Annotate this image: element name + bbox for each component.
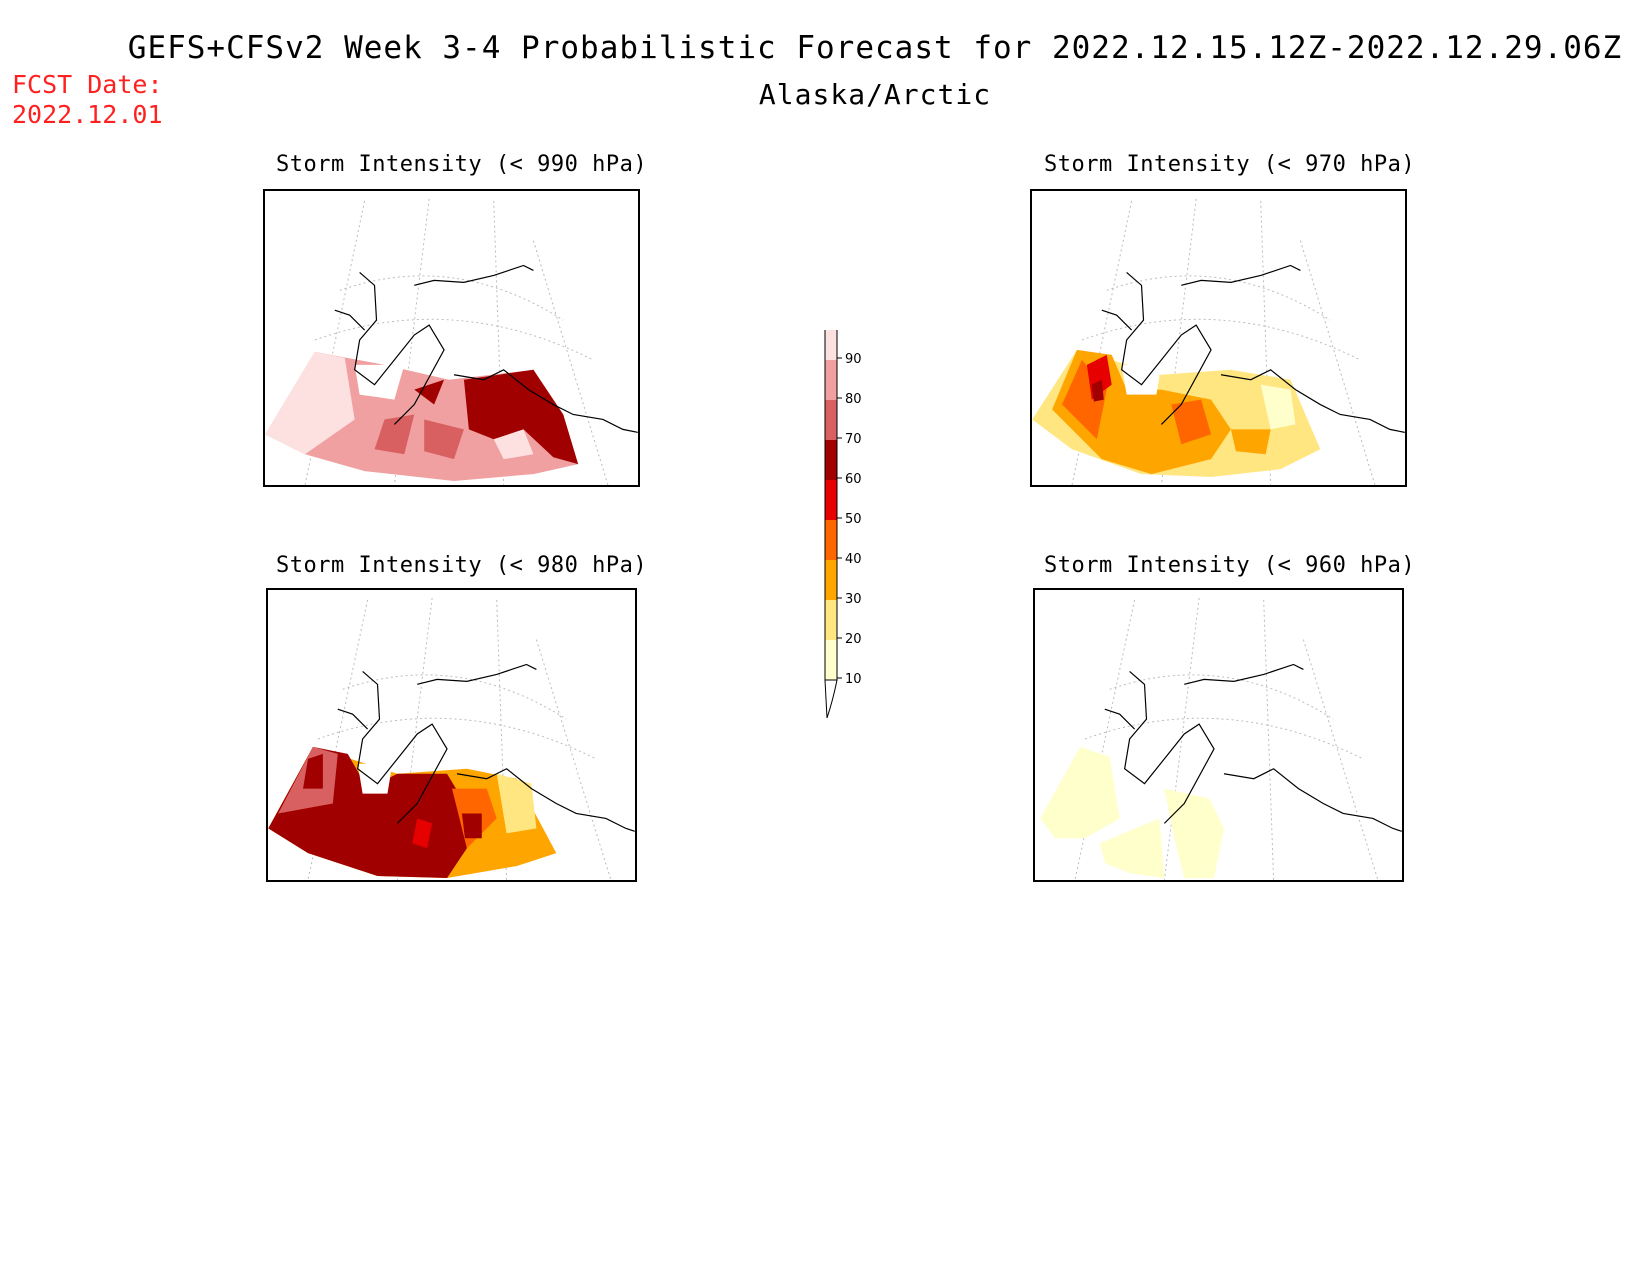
map-panel-970: [1030, 189, 1407, 487]
map-panel-980: [266, 588, 637, 882]
coastline: [337, 663, 635, 832]
fcst-date-label: FCST Date:: [12, 70, 163, 99]
colorbar-label-50: 50: [845, 512, 862, 527]
fcst-date-value: 2022.12.01: [12, 100, 163, 129]
colorbar-segment-8: [825, 360, 837, 400]
map-960-svg: [1040, 597, 1402, 880]
colorbar-label-40: 40: [845, 552, 862, 567]
shading-990: [265, 351, 579, 482]
colorbar-label-70: 70: [845, 432, 862, 447]
colorbar-label-90: 90: [845, 352, 862, 367]
panel-title-970: Storm Intensity (< 970 hPa): [1044, 152, 1416, 177]
colorbar-segment-7: [825, 400, 837, 440]
panel-title-980: Storm Intensity (< 980 hPa): [276, 553, 648, 578]
coastline: [334, 264, 638, 433]
colorbar-svg: 10 20 30 40 50 60 70 80 90: [824, 291, 862, 719]
colorbar-segment-5: [825, 480, 837, 520]
map-panel-990: [263, 189, 640, 487]
colorbar-bottom-tail: [824, 679, 838, 719]
colorbar-label-10: 10: [845, 672, 862, 687]
colorbar-label-30: 30: [845, 592, 862, 607]
colorbar-segment-9: [825, 320, 837, 360]
map-970-svg: [1032, 198, 1405, 485]
panel-title-960: Storm Intensity (< 960 hPa): [1044, 553, 1416, 578]
map-panel-960: [1033, 588, 1404, 882]
forecast-date-block: FCST Date: 2022.12.01: [12, 70, 163, 130]
region-subtitle: Alaska/Arctic: [758, 78, 992, 111]
probability-colorbar: 10 20 30 40 50 60 70 80 90: [815, 291, 885, 740]
main-title: GEFS+CFSv2 Week 3-4 Probabilistic Foreca…: [127, 30, 1623, 66]
map-980-svg: [268, 597, 635, 880]
colorbar-segment-1: [825, 640, 837, 680]
map-990-svg: [265, 198, 638, 485]
shading-970: [1032, 349, 1321, 478]
colorbar-label-20: 20: [845, 632, 862, 647]
coastline: [1101, 264, 1405, 433]
colorbar-label-80: 80: [845, 392, 862, 407]
colorbar-segment-3: [825, 560, 837, 600]
colorbar-label-60: 60: [845, 472, 862, 487]
colorbar-segment-4: [825, 520, 837, 560]
shading-980: [268, 746, 557, 879]
panel-title-990: Storm Intensity (< 990 hPa): [276, 152, 648, 177]
colorbar-segment-6: [825, 440, 837, 480]
coastline: [1104, 663, 1402, 832]
shading-960: [1040, 746, 1224, 879]
colorbar-segment-2: [825, 600, 837, 640]
